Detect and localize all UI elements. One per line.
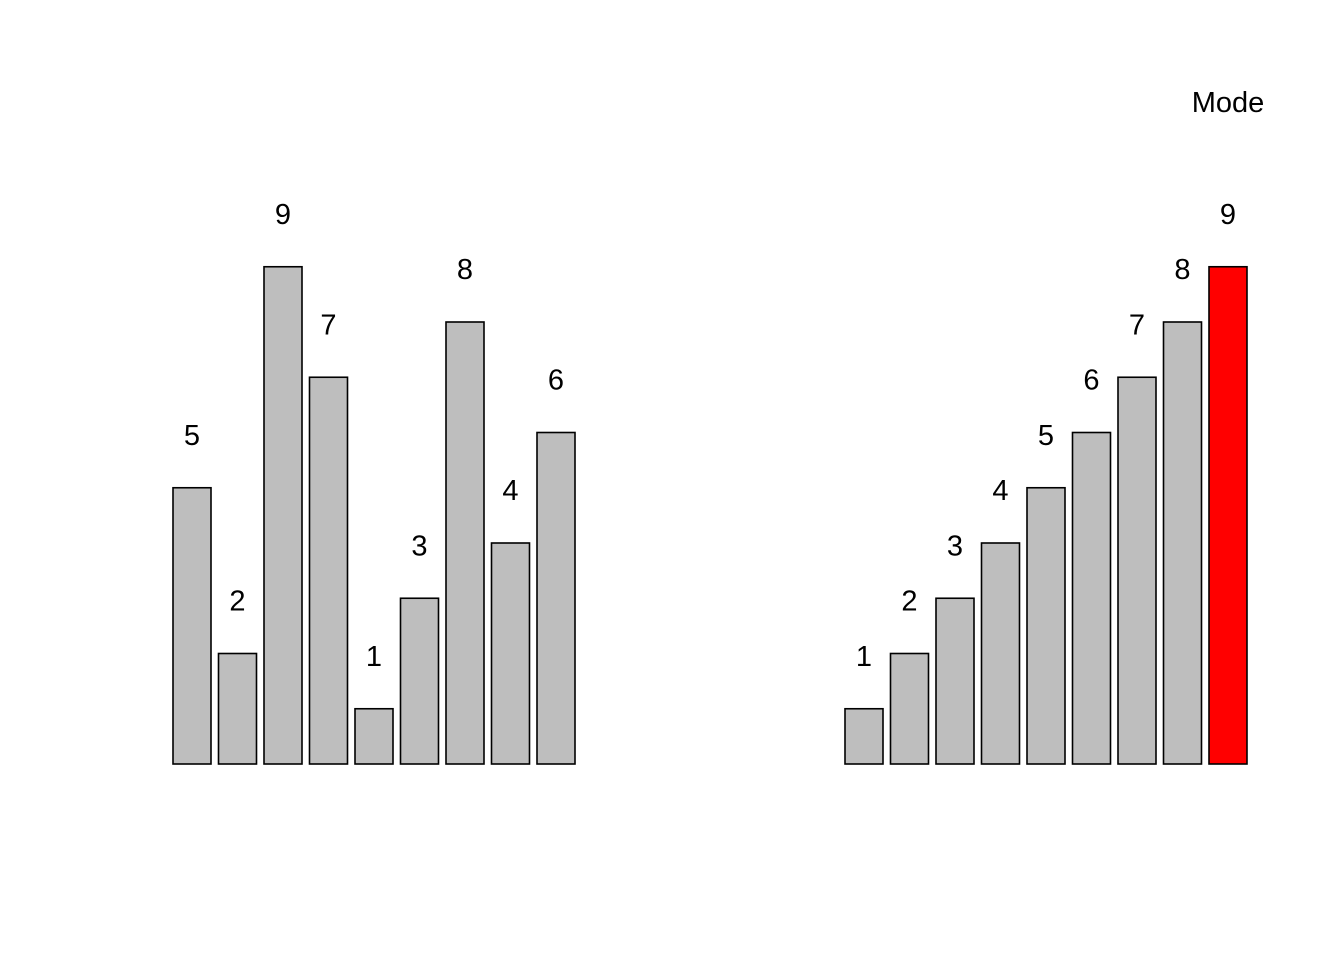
bar — [935, 597, 975, 765]
bar — [308, 376, 349, 765]
bar — [172, 486, 212, 765]
bar — [844, 707, 884, 765]
bar-value-label: 5 — [184, 420, 200, 452]
bar-value-label: 9 — [1220, 199, 1236, 231]
bar — [263, 265, 303, 765]
bar-value-label: 4 — [992, 475, 1008, 507]
bar-value-label: 8 — [457, 254, 473, 286]
bar-value-label: 7 — [320, 309, 336, 341]
bar-value-label: 4 — [502, 475, 518, 507]
bar-value-label: 6 — [548, 365, 564, 397]
bar-value-label: 8 — [1174, 254, 1190, 286]
bar — [354, 707, 394, 765]
bar-value-label: 2 — [229, 586, 245, 618]
bar-value-label: 6 — [1083, 365, 1099, 397]
bar — [1026, 486, 1066, 765]
bar — [980, 542, 1021, 765]
bar-value-label: 1 — [856, 641, 872, 673]
bar — [1117, 376, 1157, 765]
bar — [217, 652, 258, 765]
bar-value-label: 5 — [1038, 420, 1054, 452]
bar-value-label: 2 — [901, 586, 917, 618]
chart-left: 5 2 9 7 1 3 8 4 6 — [172, 199, 576, 765]
bar — [536, 431, 576, 765]
bar — [490, 542, 531, 765]
bar — [1162, 321, 1203, 765]
bar-value-label: 7 — [1129, 309, 1145, 341]
bar-value-label: 1 — [366, 641, 382, 673]
bar — [445, 321, 485, 765]
bar — [399, 597, 440, 765]
bar-value-label: 9 — [275, 199, 291, 231]
bar-value-label: 3 — [947, 530, 963, 562]
bar — [1071, 431, 1112, 765]
bar-value-label: 3 — [411, 530, 427, 562]
mode-bar — [1208, 265, 1248, 765]
mode-annotation: Mode — [1192, 87, 1265, 119]
bar — [889, 652, 930, 765]
